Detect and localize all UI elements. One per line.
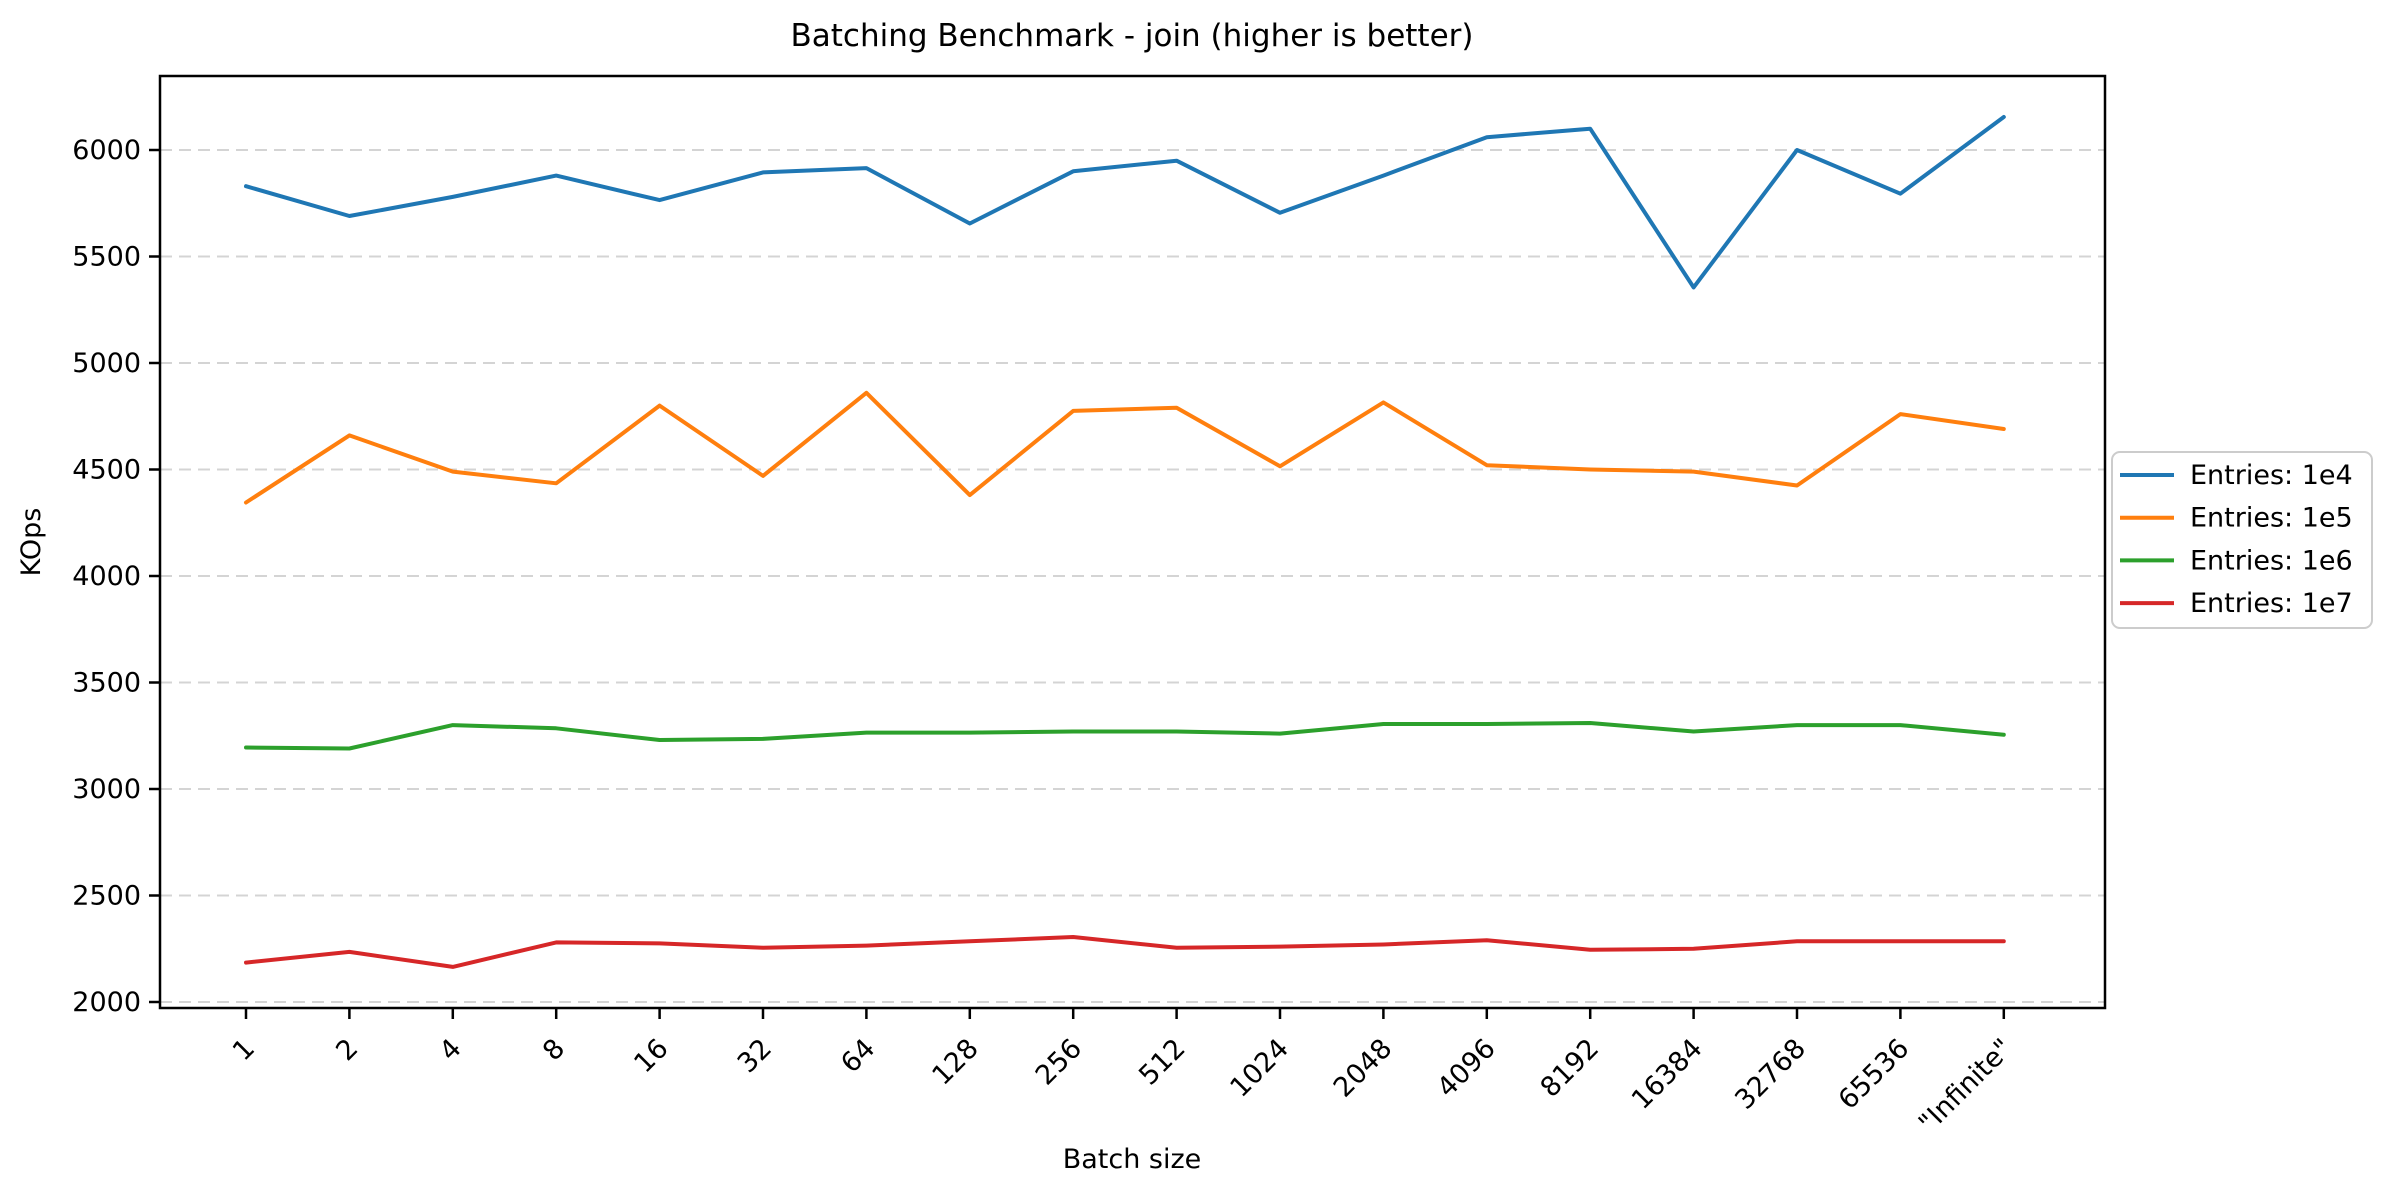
gridlines: [160, 149, 2105, 1003]
legend-label-3: Entries: 1e7: [2190, 588, 2353, 619]
legend-label-0: Entries: 1e4: [2190, 460, 2353, 491]
series-lines: [244, 115, 2006, 969]
plot-area-border: [158, 74, 2107, 1010]
y-tick-label-4000: 4000: [72, 561, 141, 592]
series-line-entries-1e5: [244, 390, 2006, 505]
legend-box: [2111, 451, 2373, 629]
legend: Entries: 1e4 Entries: 1e5 Entries: 1e6 Entr…: [2111, 451, 2373, 629]
legend-label-2: Entries: 1e6: [2190, 545, 2353, 576]
y-axis-ticks: 2000 2500 3000 3500 4000 4500 5000 5500 6000: [72, 135, 160, 1018]
series-line-entries-1e7: [244, 935, 2006, 969]
y-tick-label-2500: 2500: [72, 881, 141, 912]
legend-label-1: Entries: 1e5: [2190, 503, 2353, 534]
y-tick-label-6000: 6000: [72, 135, 141, 166]
chart-title: Batching Benchmark - join (higher is bet…: [791, 18, 1474, 54]
y-tick-label-5500: 5500: [72, 242, 141, 273]
y-tick-label-5000: 5000: [72, 348, 141, 379]
x-axis-label: Batch size: [1063, 1144, 1202, 1175]
y-tick-label-2000: 2000: [72, 987, 141, 1018]
series-line-entries-1e4: [244, 115, 2006, 290]
series-line-entries-1e6: [244, 721, 2006, 751]
y-tick-label-4500: 4500: [72, 455, 141, 486]
y-tick-label-3000: 3000: [72, 774, 141, 805]
y-axis-label: KOps: [16, 508, 47, 577]
y-tick-label-3500: 3500: [72, 668, 141, 699]
